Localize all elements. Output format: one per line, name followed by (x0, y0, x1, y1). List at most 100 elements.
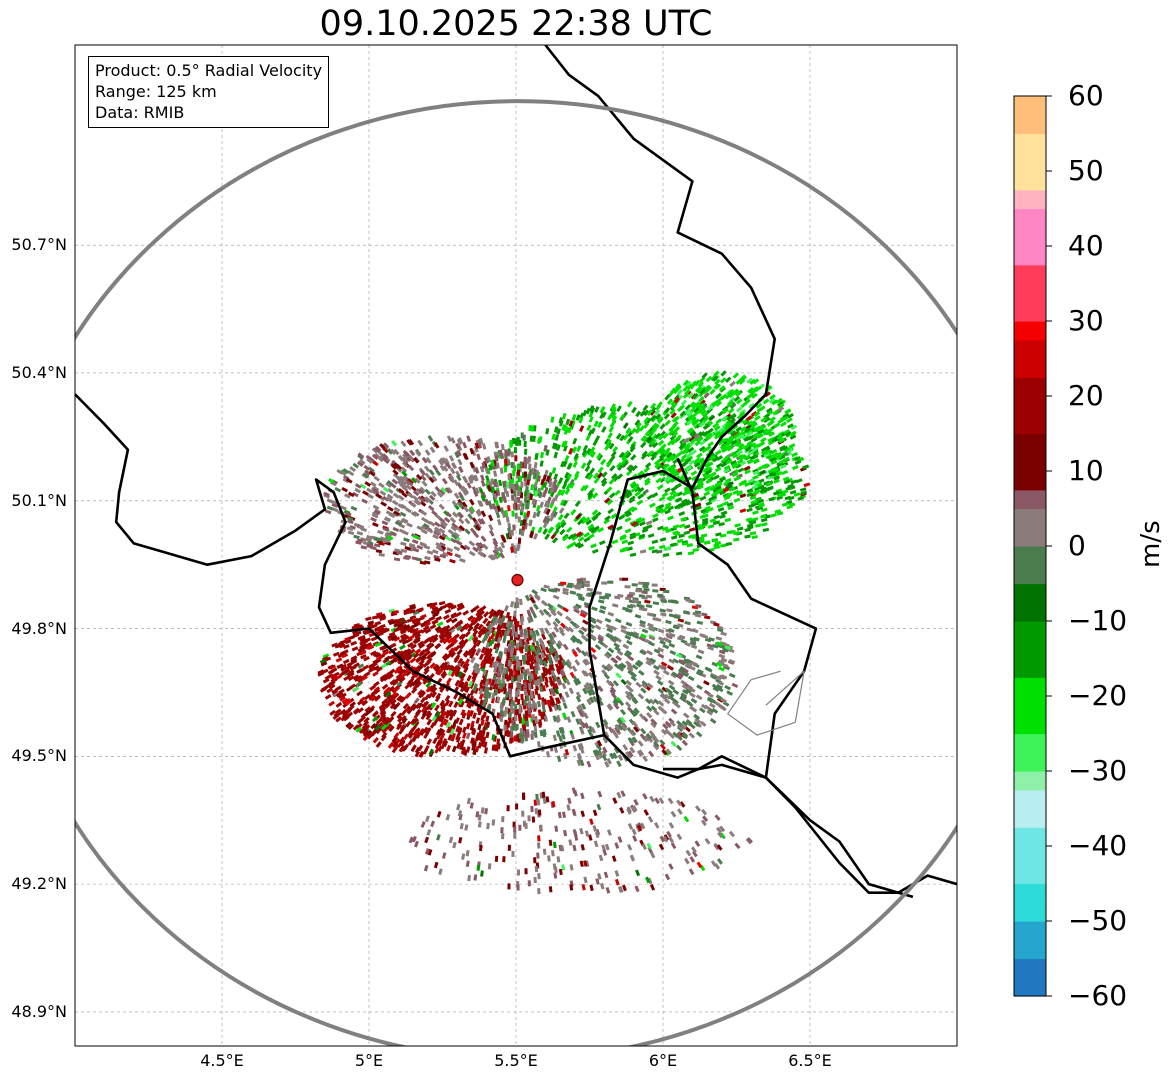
echo-gate-inbound-green-northeast (647, 533, 655, 539)
echo-gate-inbound-green-east (788, 443, 796, 449)
echo-gate-inbound-green-northeast (511, 438, 516, 445)
echo-gate-inbound-green-northeast (699, 495, 707, 501)
echo-gate-zero-gray-band (507, 659, 512, 667)
info-product: Product: 0.5° Radial Velocity (95, 61, 323, 80)
echo-gate-inbound-green-northeast (629, 495, 636, 502)
echo-gate-outbound-red-southwest (479, 605, 487, 612)
colorbar-segment (1014, 321, 1046, 341)
echo-gate-inbound-green-northeast (600, 458, 607, 466)
echo-gate-inbound-green-northeast (643, 409, 650, 417)
echo-gate-inbound-green-east (695, 386, 702, 393)
echo-gate-inbound-green-east (679, 410, 686, 417)
echo-gate-inbound-green-northeast (639, 410, 646, 417)
echo-gate-inbound-green-northeast (498, 496, 503, 504)
echo-gate-mixed-north-west (520, 481, 524, 488)
echo-gate-inbound-green-east (720, 437, 727, 444)
echo-gate-inbound-green-northeast (733, 537, 740, 542)
echo-gate-inbound-green-northeast (736, 458, 744, 465)
echo-gate-zero-gray-band (518, 707, 522, 714)
echo-gate-inbound-green-northeast (761, 427, 769, 434)
echo-gate-inbound-green-northeast (656, 484, 664, 491)
echo-gate-outbound-red-southwest (380, 710, 387, 718)
echo-gate-inbound-green-northeast (600, 477, 607, 485)
echo-gate-inbound-green-northeast (513, 447, 517, 454)
echo-gate-inbound-green-northeast (732, 489, 740, 495)
echo-gate-inbound-green-northeast (768, 496, 775, 502)
echo-gate-outbound-red-southwest (483, 741, 488, 748)
echo-gate-inbound-green-northeast (657, 525, 664, 531)
echo-gate-mixed-north-west (507, 473, 511, 481)
echo-gate-inbound-green-northeast (702, 430, 709, 437)
colorbar-segment (1014, 302, 1046, 322)
echo-gate-inbound-green-northeast (646, 409, 653, 416)
echo-gate-scatter-south (524, 868, 528, 875)
echo-gate-inbound-green-northeast (623, 491, 630, 498)
colorbar-segment (1014, 602, 1046, 622)
echo-gate-inbound-green-east (688, 459, 696, 466)
echo-gate-inbound-green-east (673, 471, 680, 478)
echo-gate-inbound-green-east (727, 389, 734, 396)
colorbar-segment (1014, 358, 1046, 378)
echo-gate-scatter-south (527, 880, 531, 887)
echo-gate-inbound-green-east (747, 459, 754, 465)
echo-gate-inbound-green-northeast (589, 446, 596, 454)
echo-gate-inbound-green-northeast (629, 532, 637, 538)
echo-gate-inbound-green-east (723, 467, 730, 474)
echo-gate-inbound-green-east (725, 421, 732, 428)
echo-gate-inbound-green-northeast (694, 502, 702, 508)
echo-gate-inbound-green-east (650, 451, 658, 458)
echo-gate-inbound-green-east (749, 442, 757, 448)
echo-gate-inbound-green-northeast (748, 503, 755, 509)
info-data-source: Data: RMIB (95, 103, 185, 122)
echo-gate-inbound-green-east (757, 425, 765, 432)
echo-gate-zero-gray-band (607, 580, 614, 584)
echo-gate-inbound-green-east (657, 434, 665, 441)
echo-gate-inbound-green-east (737, 453, 745, 460)
echo-gate-inbound-green-northeast (625, 427, 632, 435)
echo-gate-inbound-green-east (664, 447, 671, 454)
echo-gate-inbound-green-east (751, 454, 759, 460)
echo-gate-inbound-green-east (684, 444, 691, 451)
echo-gate-inbound-green-east (673, 387, 680, 395)
echo-gate-inbound-green-northeast (631, 406, 637, 414)
echo-gate-inbound-green-east (751, 422, 758, 428)
echo-gate-inbound-green-east (769, 394, 776, 400)
echo-gate-inbound-green-northeast (598, 540, 606, 546)
colorbar-segment (1014, 677, 1046, 697)
radar-echoes (317, 370, 811, 895)
echo-gate-inbound-green-east (696, 479, 704, 485)
echo-gate-inbound-green-northeast (717, 507, 725, 512)
echo-gate-inbound-green-east (685, 452, 693, 459)
echo-gate-inbound-green-east (676, 388, 684, 396)
echo-gate-inbound-green-northeast (516, 436, 520, 443)
echo-gate-inbound-green-northeast (585, 519, 593, 526)
echo-gate-outbound-red-southwest (414, 648, 422, 655)
colorbar-segment (1014, 546, 1046, 566)
echo-gate-inbound-green-east (790, 424, 798, 431)
echo-gate-zero-gray-band (527, 702, 531, 709)
echo-gate-mixed-north-west (512, 503, 516, 510)
echo-gate-inbound-green-northeast (640, 453, 648, 460)
echo-gate-inbound-green-northeast (573, 453, 579, 460)
echo-gate-inbound-green-east (712, 422, 719, 429)
echo-gate-zero-gray-band (663, 589, 670, 594)
echo-gate-scatter-south (506, 805, 510, 812)
echo-gate-inbound-green-northeast (530, 425, 535, 432)
echo-gate-inbound-green-east (691, 402, 698, 410)
echo-gate-zero-gray-band (511, 707, 515, 714)
echo-gate-inbound-green-east (738, 411, 746, 418)
colorbar-segment (1014, 377, 1046, 397)
echo-gate-inbound-green-northeast (559, 519, 566, 526)
echo-gate-zero-gray-band (531, 730, 535, 737)
colorbar-segment (1014, 564, 1046, 585)
echo-gate-outbound-red-southwest (439, 699, 445, 707)
echo-gate-inbound-green-east (686, 410, 693, 418)
echo-gate-inbound-green-east (694, 379, 701, 387)
y-tick-label: 50.1°N (11, 490, 67, 510)
echo-gate-inbound-green-northeast (554, 521, 561, 529)
echo-gate-inbound-green-northeast (659, 537, 667, 542)
echo-gate-inbound-green-northeast (670, 412, 677, 419)
echo-gate-inbound-green-northeast (759, 488, 767, 494)
echo-gate-inbound-green-northeast (750, 499, 758, 505)
echo-gate-inbound-green-east (789, 434, 797, 440)
